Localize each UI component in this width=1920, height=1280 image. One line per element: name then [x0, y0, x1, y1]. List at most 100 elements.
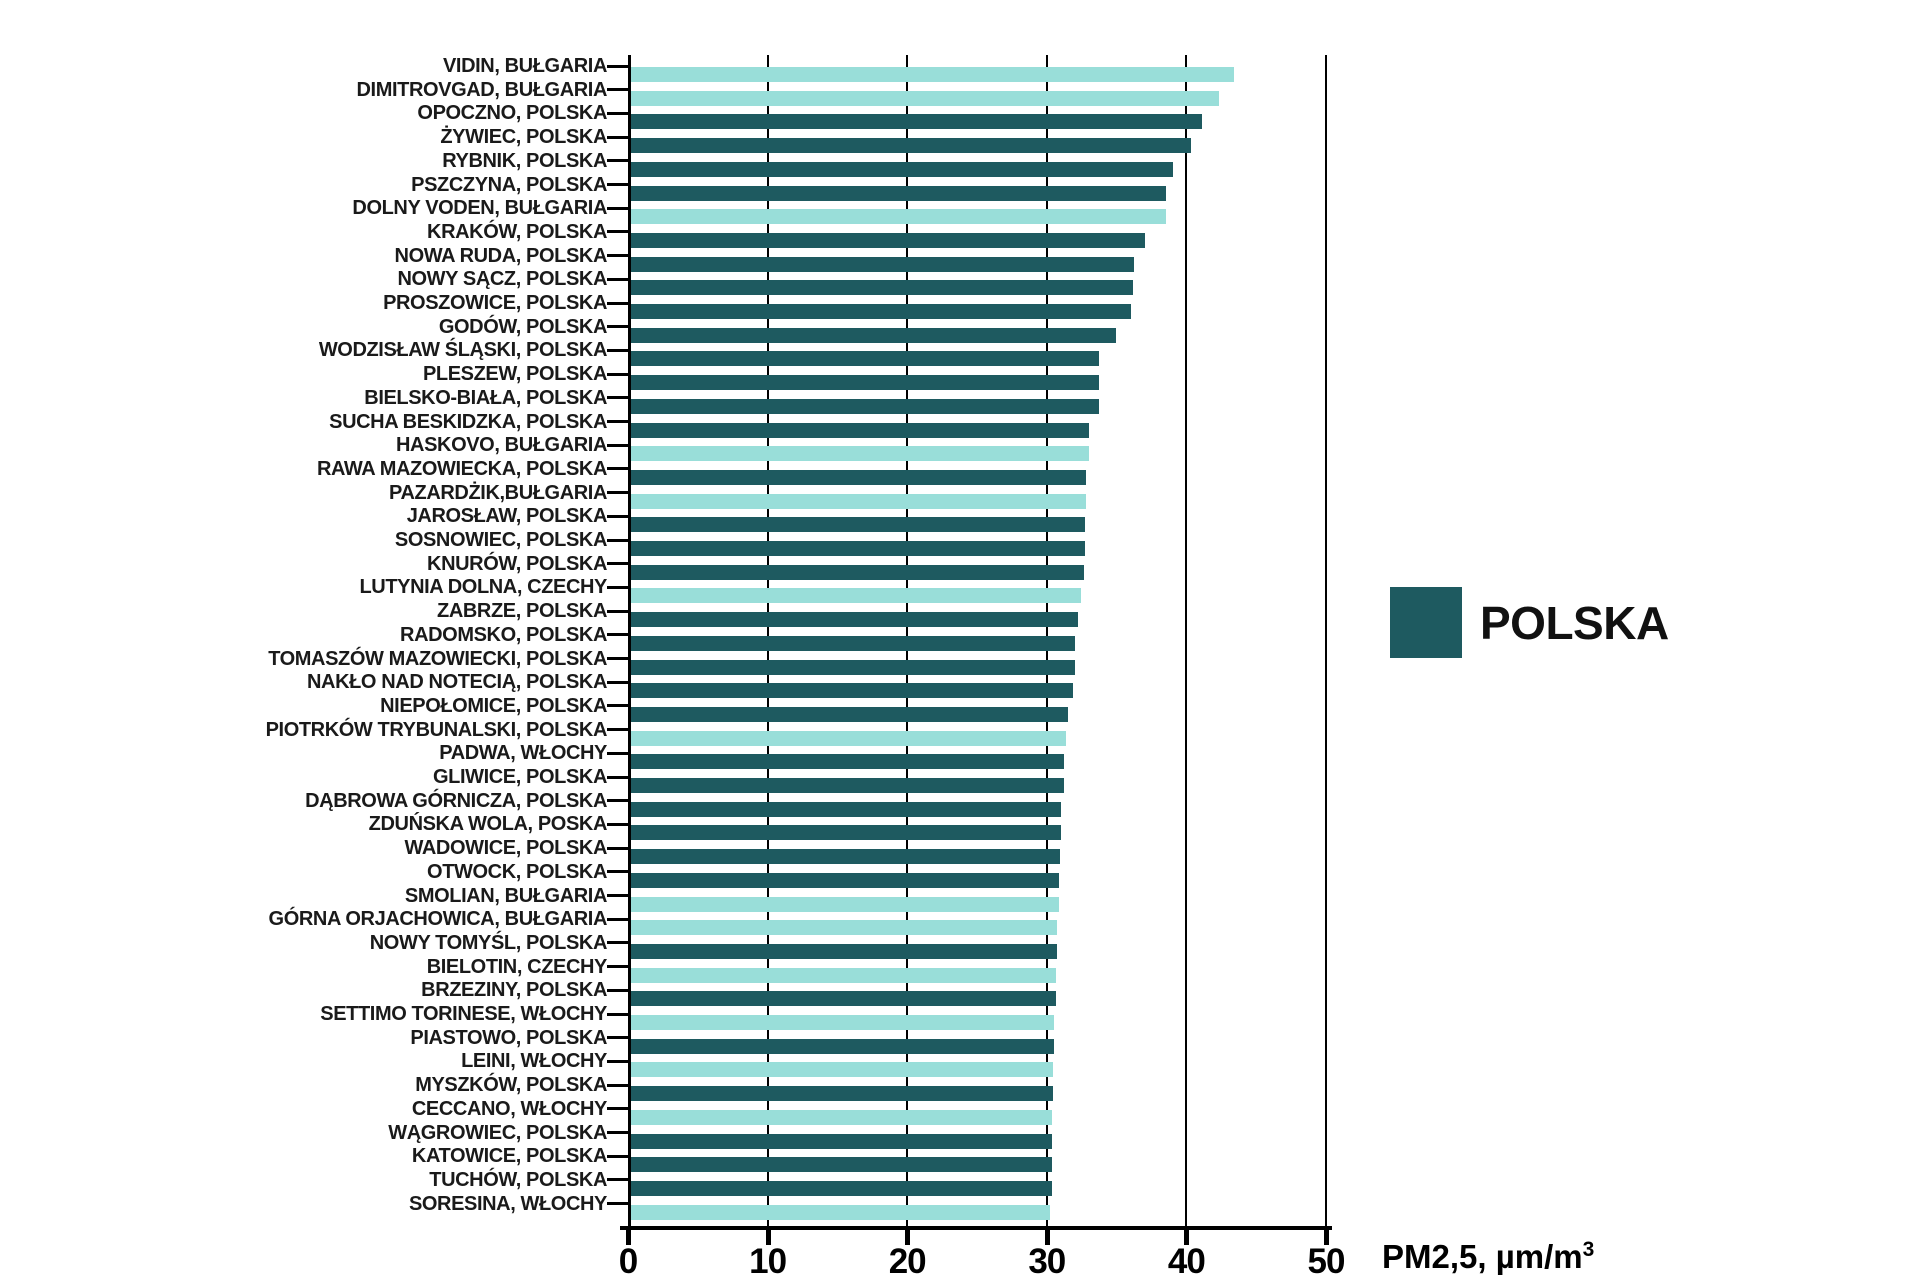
category-tick	[607, 680, 628, 684]
category-tick	[607, 1131, 628, 1134]
legend-label: POLSKA	[1480, 596, 1669, 649]
category-tick	[607, 894, 628, 897]
bar	[630, 991, 1056, 1007]
bar	[630, 1038, 1055, 1054]
category-label: NOWA RUDA, POLSKA	[394, 244, 608, 267]
category-label: PROSZOWICE, POLSKA	[383, 292, 607, 314]
gridline-40	[1185, 55, 1188, 1228]
category-tick	[607, 230, 628, 234]
x-tick-20	[905, 1228, 911, 1245]
category-label: PAZARDŻIK,BUŁGARIA	[389, 481, 607, 504]
x-tick-40	[1184, 1228, 1190, 1245]
category-tick	[607, 538, 628, 542]
category-tick	[607, 183, 628, 186]
category-tick	[607, 1107, 628, 1111]
category-label: CECCANO, WŁOCHY	[411, 1097, 608, 1120]
bar	[630, 967, 1056, 983]
x-tick-label-40: 40	[1167, 1242, 1206, 1280]
category-tick	[607, 325, 628, 329]
category-label: DĄBROWA GÓRNICZA, POLSKA	[305, 789, 607, 812]
category-tick	[607, 728, 628, 732]
bar	[630, 659, 1076, 675]
legend: POLSKA	[1390, 587, 1669, 658]
bar	[630, 469, 1087, 485]
category-tick	[607, 1012, 628, 1016]
category-label: LUTYNIA DOLNA, CZECHY	[359, 576, 607, 599]
bar	[630, 706, 1069, 722]
category-tick	[607, 301, 628, 305]
category-tick	[607, 64, 628, 68]
category-tick	[607, 822, 628, 826]
category-tick	[607, 1036, 628, 1040]
category-tick	[607, 799, 628, 803]
category-label: MYSZKÓW, POLSKA	[415, 1074, 607, 1097]
x-tick-10	[765, 1228, 771, 1245]
bar	[630, 67, 1235, 82]
bar	[630, 778, 1065, 793]
bar	[630, 943, 1058, 959]
category-tick	[607, 443, 628, 447]
category-label: TOMASZÓW MAZOWIECKI, POLSKA	[268, 647, 607, 670]
x-axis-line	[620, 1226, 1332, 1230]
category-label: PSZCZYNA, POLSKA	[411, 173, 607, 196]
y-axis-line	[628, 55, 631, 1234]
category-tick	[607, 609, 628, 613]
category-tick	[607, 491, 628, 495]
category-tick	[607, 941, 628, 945]
bar	[630, 398, 1100, 414]
category-label: KNURÓW, POLSKA	[427, 552, 607, 575]
category-label: GLIWICE, POLSKA	[432, 766, 607, 788]
category-label: BRZEZINY, POLSKA	[421, 979, 607, 1002]
category-label: VIDIN, BUŁGARIA	[442, 55, 607, 77]
category-label: DOLNY VODEN, BUŁGARIA	[352, 197, 607, 220]
bar	[630, 1157, 1052, 1173]
category-tick	[607, 159, 628, 163]
bar	[630, 232, 1146, 248]
category-label: KATOWICE, POLSKA	[411, 1145, 607, 1168]
category-tick	[607, 206, 628, 210]
category-tick	[607, 396, 628, 400]
category-label: WĄGROWIEC, POLSKA	[388, 1121, 607, 1144]
category-label: RAWA MAZOWIECKA, POLSKA	[316, 457, 607, 480]
category-label: PLESZEW, POLSKA	[422, 363, 607, 386]
category-tick	[607, 1154, 628, 1158]
bar	[630, 1204, 1051, 1220]
category-label: PADWA, WŁOCHY	[439, 742, 607, 765]
bar	[630, 541, 1086, 556]
category-tick	[607, 1202, 628, 1206]
bar	[630, 635, 1076, 651]
category-tick	[607, 1059, 628, 1063]
bar	[630, 801, 1062, 817]
bar	[630, 280, 1133, 296]
category-label: ZABRZE, POLSKA	[437, 600, 607, 623]
x-tick-label-30: 30	[1028, 1242, 1066, 1280]
bar	[630, 564, 1084, 580]
x-tick-label-50: 50	[1307, 1242, 1346, 1280]
gridline-50	[1325, 55, 1327, 1228]
legend-swatch-polska	[1390, 587, 1462, 658]
category-label: ŻYWIEC, POLSKA	[440, 126, 607, 149]
bar	[630, 493, 1087, 509]
category-tick	[607, 467, 628, 471]
bar	[630, 256, 1134, 272]
bar	[630, 872, 1059, 888]
category-tick	[607, 254, 628, 258]
category-label: SMOLIAN, BUŁGARIA	[404, 884, 607, 907]
category-label: ZDUŃSKA WOLA, POSKA	[368, 813, 608, 836]
bar	[630, 1180, 1052, 1196]
bar	[630, 920, 1058, 936]
category-label: PIASTOWO, POLSKA	[410, 1026, 607, 1049]
x-tick-0	[626, 1228, 631, 1245]
category-label: SORESINA, WŁOCHY	[408, 1192, 607, 1215]
category-label: OPOCZNO, POLSKA	[417, 102, 607, 125]
category-tick	[607, 704, 628, 708]
category-tick	[607, 633, 628, 637]
category-tick	[607, 917, 628, 921]
category-label: LEINI, WŁOCHY	[461, 1050, 607, 1073]
bar	[630, 327, 1116, 343]
category-tick	[607, 372, 628, 376]
bar	[630, 517, 1086, 533]
category-label: SOSNOWIEC, POLSKA	[394, 529, 608, 551]
bar	[630, 446, 1090, 462]
